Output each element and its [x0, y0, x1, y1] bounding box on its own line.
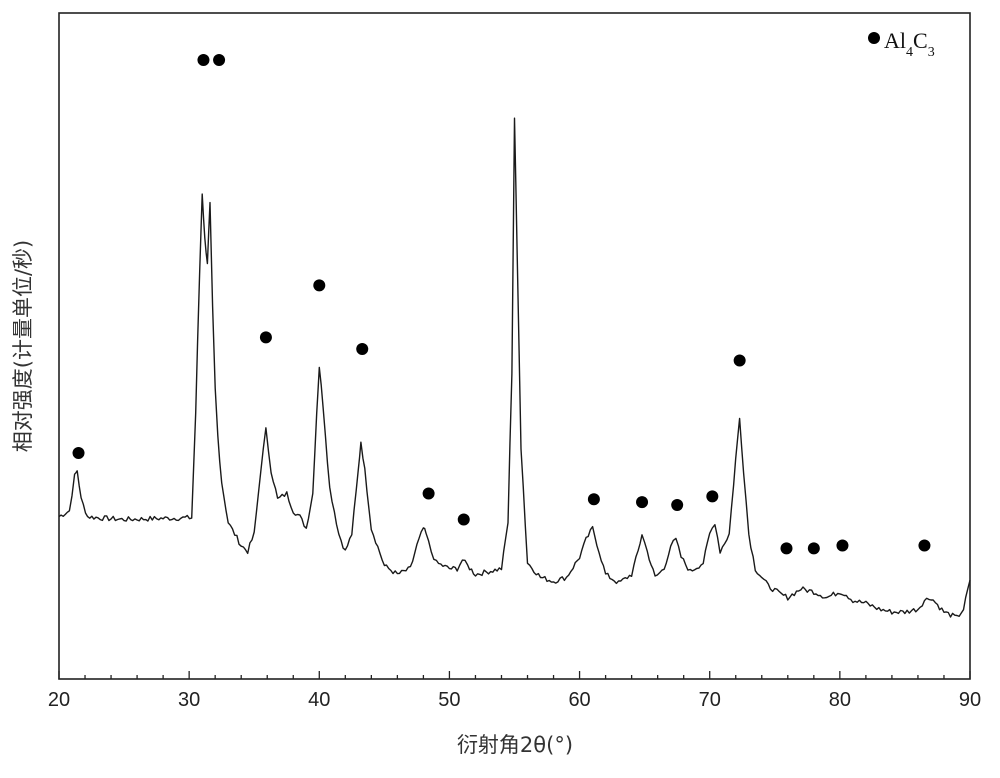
legend: Al4C3	[868, 28, 935, 60]
x-tick-label: 70	[699, 689, 721, 711]
peak-marker	[588, 493, 600, 505]
x-axis-title: 衍射角2θ(°)	[457, 733, 573, 757]
x-tick-label: 90	[959, 689, 981, 711]
y-axis-title: 相对强度(计量单位/秒)	[11, 240, 35, 452]
legend-label: Al4C3	[884, 28, 935, 60]
x-tick-label: 50	[438, 689, 460, 711]
peak-marker	[780, 542, 792, 554]
x-tick-label: 60	[568, 689, 590, 711]
peak-marker	[458, 513, 470, 525]
x-tick-label: 80	[829, 689, 851, 711]
peak-marker	[260, 331, 272, 343]
peak-marker	[706, 490, 718, 502]
peak-marker	[808, 542, 820, 554]
peak-marker	[356, 343, 368, 355]
x-axis-tick-labels: 20 30 40 50 60 70 80 90	[48, 689, 981, 711]
peak-marker	[73, 447, 85, 459]
peak-marker	[836, 540, 848, 552]
peak-marker	[313, 279, 325, 291]
x-tick-label: 20	[48, 689, 70, 711]
peak-marker	[213, 54, 225, 66]
peak-markers	[73, 0, 931, 554]
peak-marker	[197, 54, 209, 66]
legend-marker	[868, 32, 880, 44]
series-line-al4c3	[59, 118, 970, 617]
peak-marker	[423, 487, 435, 499]
x-tick-label: 40	[308, 689, 330, 711]
peak-marker	[734, 355, 746, 367]
plot-frame	[59, 13, 970, 679]
peak-marker	[636, 496, 648, 508]
x-axis-ticks	[59, 671, 970, 679]
peak-marker	[918, 540, 930, 552]
peak-marker	[671, 499, 683, 511]
x-tick-label: 30	[178, 689, 200, 711]
